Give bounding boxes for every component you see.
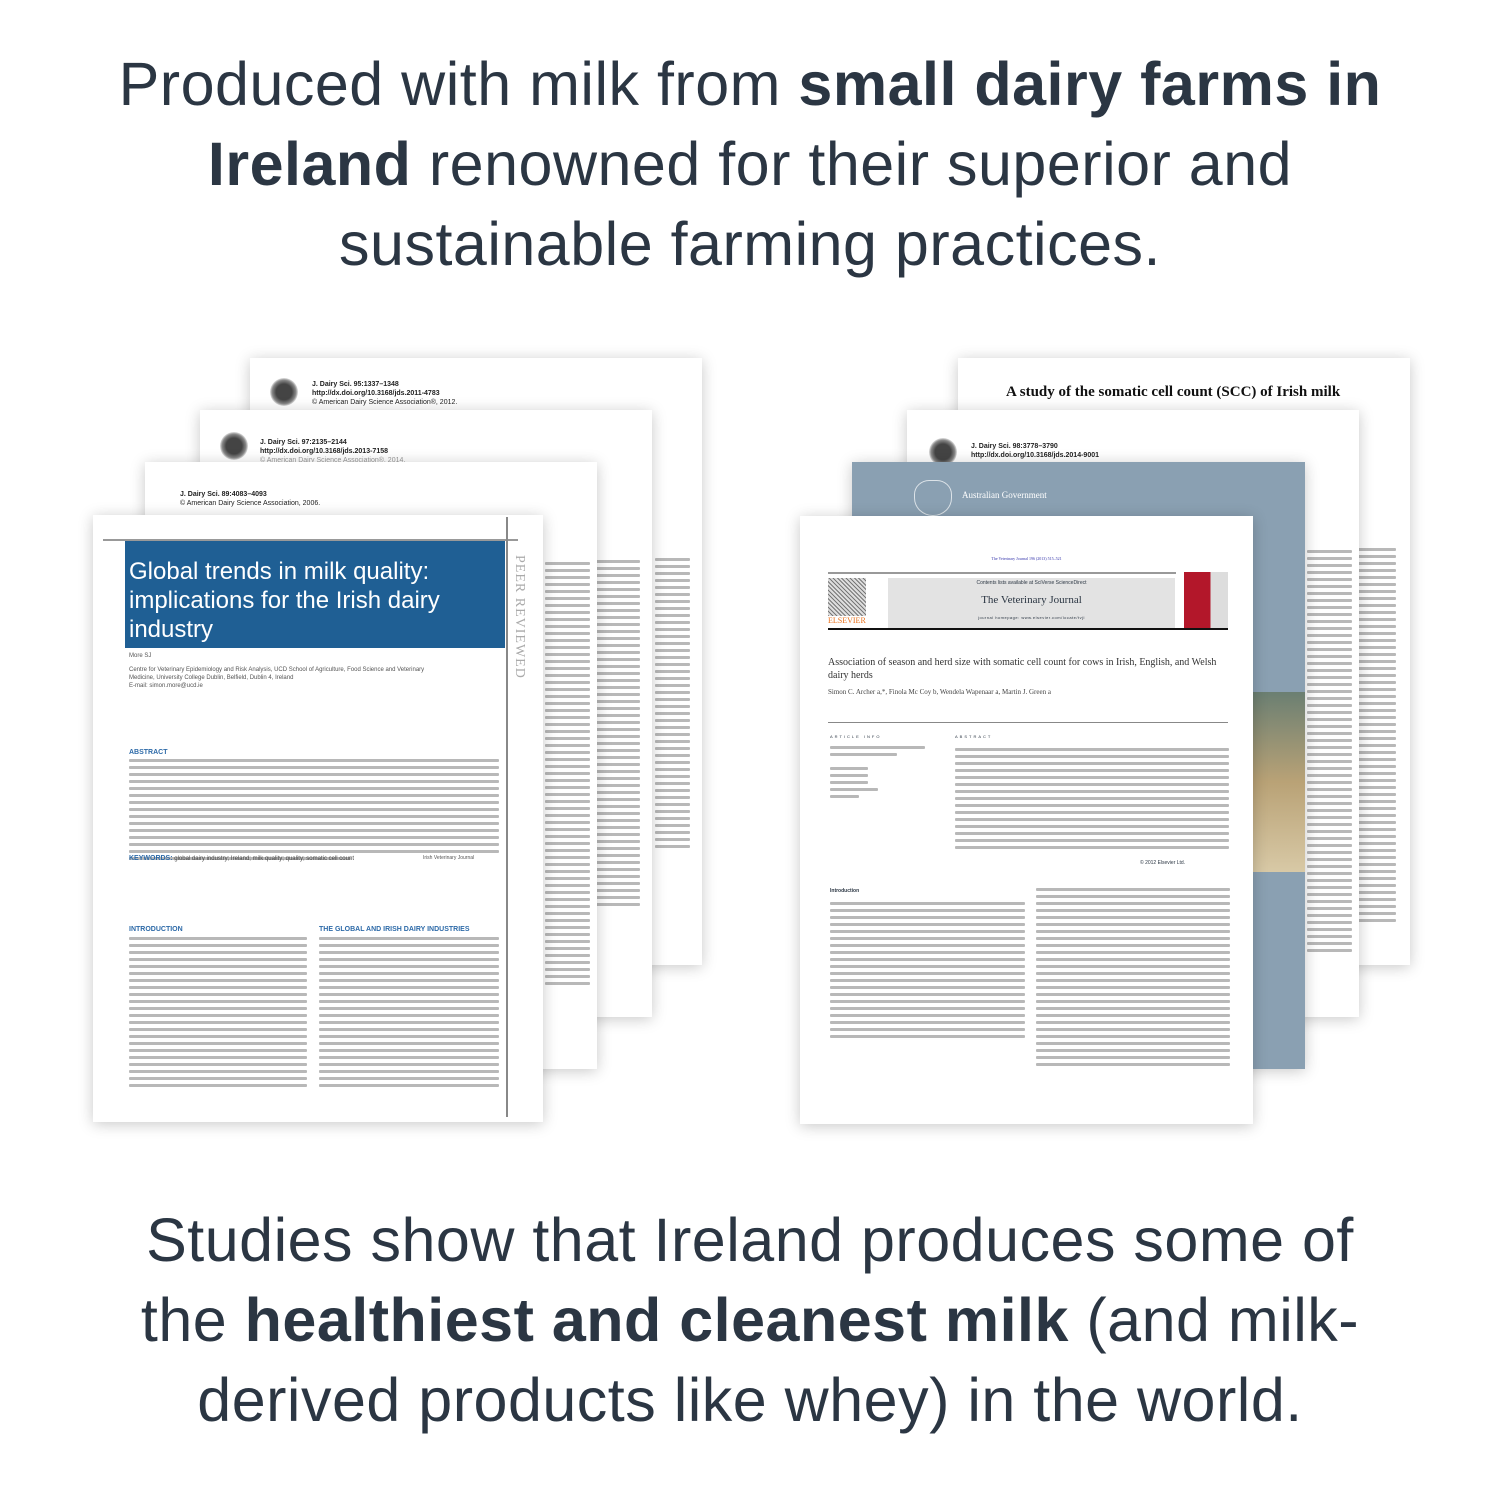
headline-text: renowned for their superior and sustaina…: [339, 130, 1293, 278]
abstract-heading: ABSTRACT: [129, 749, 168, 756]
headline-text: (and milk-derived products like whey) in…: [197, 1286, 1360, 1434]
abstract-heading: ABSTRACT: [955, 734, 993, 739]
paper-global-trends: Global trends in milk quality: implicati…: [93, 515, 543, 1122]
journal-ref: J. Dairy Sci. 98:3778–3790: [971, 443, 1058, 450]
journal-logo-icon: [929, 438, 957, 466]
headline-bold: healthiest and cleanest milk: [244, 1286, 1069, 1354]
headline-top: Produced with milk from small dairy farm…: [0, 44, 1500, 284]
doi: http://dx.doi.org/10.3168/jds.2011-4783: [312, 390, 440, 397]
journal-logo-icon: [220, 432, 248, 460]
email: E-mail: simon.more@ucd.ie: [129, 683, 203, 689]
elsevier-logo: ELSEVIER: [828, 578, 868, 628]
intro-heading: Introduction: [830, 888, 860, 894]
paper-title: Association of season and herd size with…: [828, 657, 1217, 681]
affiliation: Centre for Veterinary Epidemiology and R…: [129, 667, 425, 681]
journal-ref: J. Dairy Sci. 97:2135–2144: [260, 439, 347, 446]
citation: The Veterinary Journal 196 (2013) 515–52…: [991, 556, 1062, 561]
doi: http://dx.doi.org/10.3168/jds.2014-9001: [971, 452, 1099, 459]
paper-veterinary-journal: The Veterinary Journal 196 (2013) 515–52…: [800, 516, 1253, 1124]
paper-title: A study of the somatic cell count (SCC) …: [1006, 384, 1341, 400]
journal-name: The Veterinary Journal: [981, 594, 1082, 606]
doi: http://dx.doi.org/10.3168/jds.2013-7158: [260, 448, 388, 455]
coat-of-arms-icon: [914, 480, 952, 516]
intro-heading: INTRODUCTION: [129, 926, 183, 933]
peer-reviewed-label: PEER REVIEWED: [512, 555, 527, 679]
headline-bold: small dairy farms in Ireland: [207, 50, 1382, 198]
author: More SJ: [129, 653, 152, 659]
copyright: © American Dairy Science Association, 20…: [180, 500, 321, 507]
journal-tag: Irish Veterinary Journal: [423, 855, 475, 861]
authors: Simon C. Archer a,*, Finola Mc Coy b, We…: [828, 688, 1051, 696]
journal-banner: Contents lists available at SciVerse Sci…: [888, 578, 1175, 628]
journal-logo-icon: [270, 378, 298, 406]
journal-ref: J. Dairy Sci. 89:4083–4093: [180, 491, 267, 498]
article-info-heading: ARTICLE INFO: [830, 734, 882, 739]
paper-title: Global trends in milk quality: implicati…: [125, 541, 505, 648]
cover-photo: [1252, 692, 1305, 872]
headline-text: Produced with milk from: [118, 50, 799, 118]
headline-text: Studies show that Ireland produces some …: [140, 1206, 1354, 1354]
copyright: © American Dairy Science Association®, 2…: [312, 399, 458, 406]
journal-ref: J. Dairy Sci. 95:1337–1348: [312, 381, 399, 388]
section-heading: THE GLOBAL AND IRISH DAIRY INDUSTRIES: [319, 926, 470, 933]
copyright: © 2012 Elsevier Ltd.: [1140, 860, 1186, 866]
copyright: © American Dairy Science Association®, 2…: [260, 457, 406, 464]
journal-cover: [1184, 572, 1228, 628]
gov-label: Australian Government: [962, 490, 1047, 500]
keywords: KEYWORDS: global dairy industry; Ireland…: [129, 855, 354, 862]
headline-bottom: Studies show that Ireland produces some …: [0, 1200, 1500, 1440]
